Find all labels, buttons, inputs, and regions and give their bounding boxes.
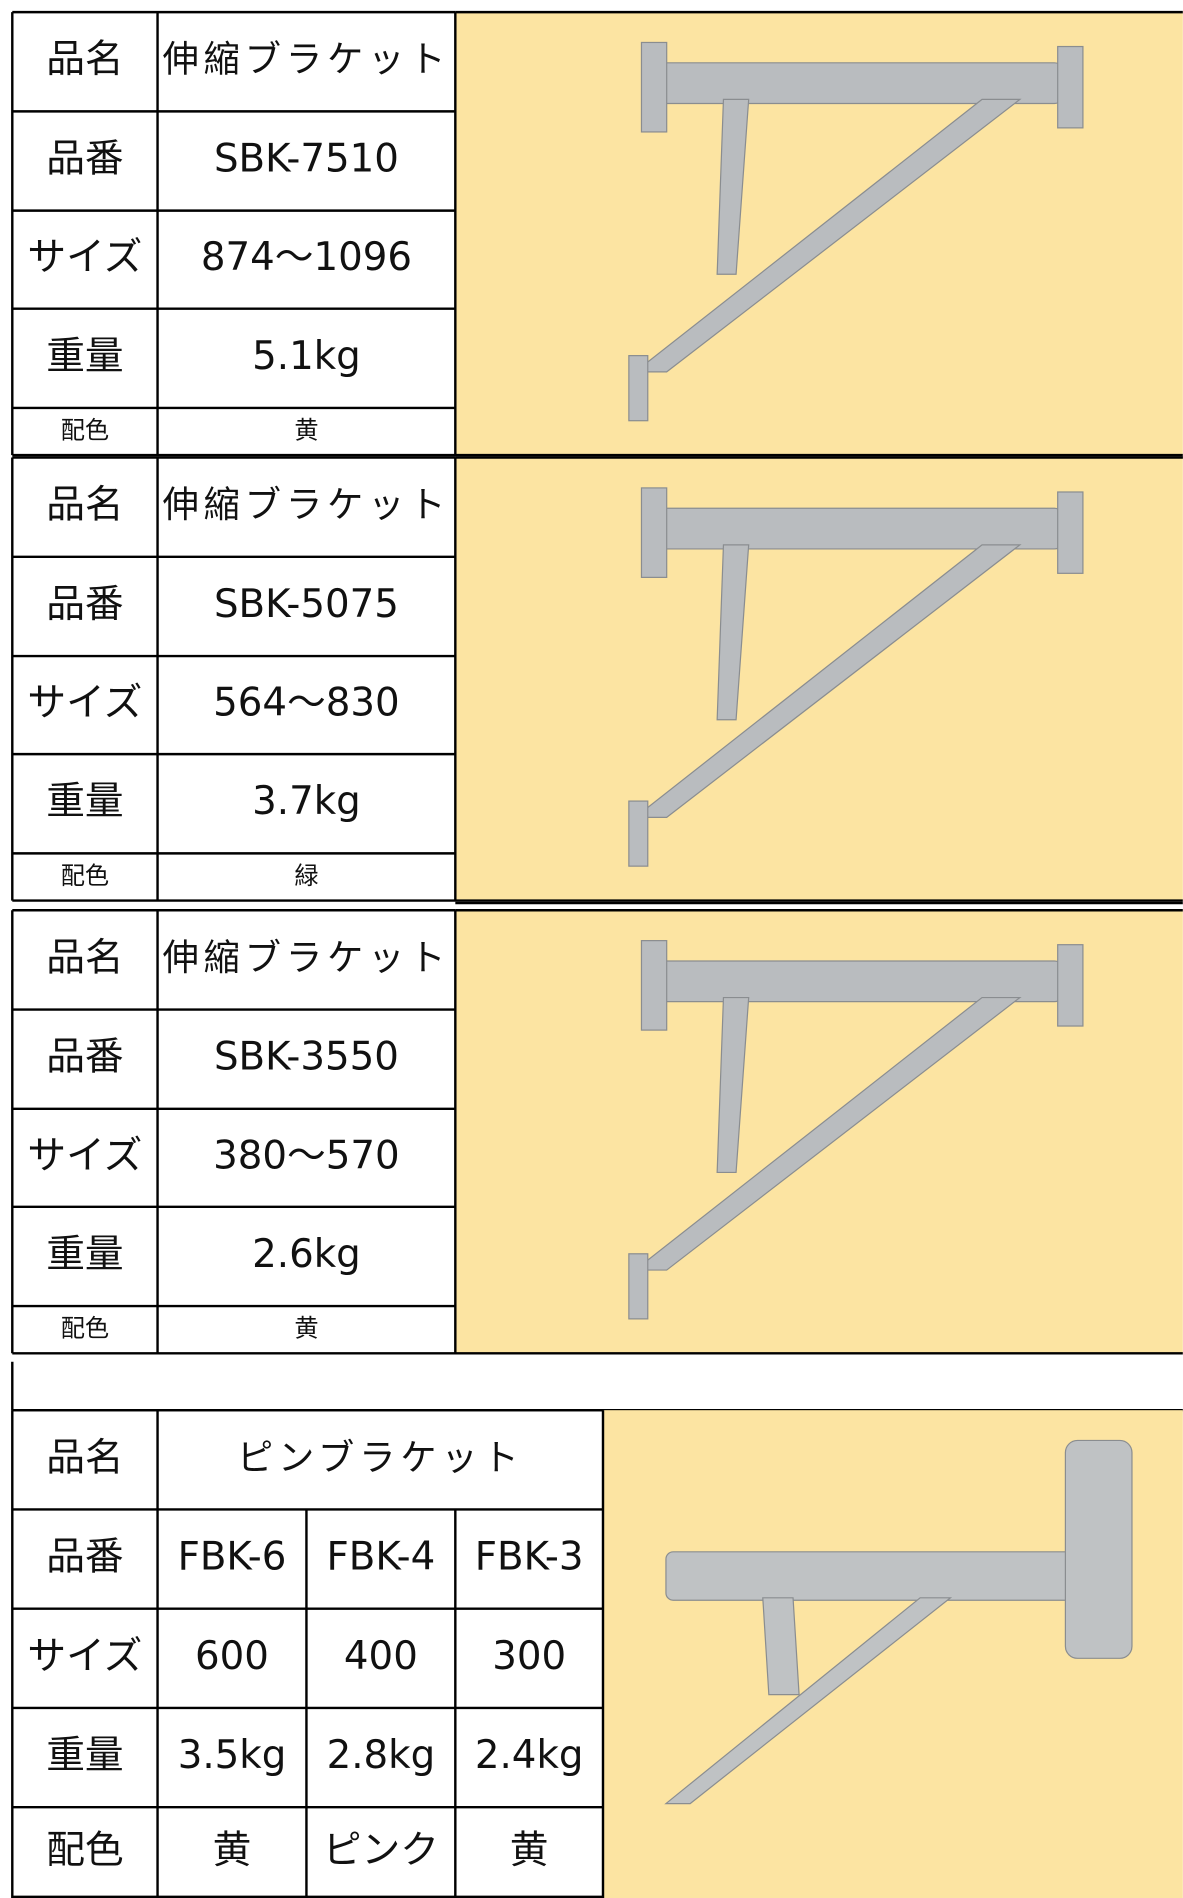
row-value: ピンク <box>323 1828 439 1873</box>
row-value: 5.1kg <box>252 334 361 379</box>
row-value: 600 <box>195 1634 269 1679</box>
bracket-foot <box>628 355 649 422</box>
bracket-end <box>640 940 668 1031</box>
row-value: 3.7kg <box>252 779 361 824</box>
row-label: 品名 <box>46 37 123 82</box>
row-label: サイズ <box>27 1634 142 1679</box>
bracket-arm <box>653 507 1065 550</box>
row-label: サイズ <box>27 1133 142 1178</box>
row-label: 品名 <box>46 483 123 528</box>
row-value: 564～830 <box>213 681 400 726</box>
row-value: FBK-4 <box>326 1535 435 1580</box>
row-label: 品番 <box>46 136 123 181</box>
row-label: 重量 <box>46 334 123 379</box>
row-label: 品名 <box>46 1435 123 1480</box>
row-value: 黄 <box>213 1828 252 1873</box>
row-value: SBK-5075 <box>214 582 399 627</box>
row-label: 配色 <box>61 862 109 890</box>
bracket-foot <box>628 1253 649 1320</box>
row-value: SBK-3550 <box>214 1035 399 1080</box>
row-label: 品番 <box>46 1535 123 1580</box>
row-value: FBK-3 <box>475 1535 584 1580</box>
row-value: ピンブラケット <box>237 1436 524 1479</box>
row-label: 配色 <box>61 1315 109 1343</box>
row-label: 重量 <box>46 1733 123 1778</box>
bracket-end <box>1057 45 1084 129</box>
row-value: SBK-7510 <box>214 136 399 181</box>
row-label: 品番 <box>46 1035 123 1080</box>
row-value: 伸縮ブラケット <box>162 936 450 979</box>
row-label: 重量 <box>46 779 123 824</box>
row-label: サイズ <box>27 235 142 280</box>
row-value: 伸縮ブラケット <box>162 483 450 526</box>
bracket-foot <box>628 800 649 867</box>
row-value: 2.6kg <box>252 1232 361 1277</box>
bracket-post <box>716 996 750 1174</box>
row-value: 黄 <box>294 417 318 445</box>
row-value: 380～570 <box>213 1133 400 1178</box>
row-label: 配色 <box>46 1828 123 1873</box>
bracket-arm <box>653 960 1065 1003</box>
bracket-arm <box>665 1551 1079 1601</box>
row-value: 300 <box>492 1634 566 1679</box>
row-value: 3.5kg <box>178 1733 287 1778</box>
row-label: 品番 <box>46 582 123 627</box>
row-value: 2.8kg <box>327 1733 436 1778</box>
row-value: 400 <box>344 1634 418 1679</box>
bracket-brace <box>633 544 1022 818</box>
bracket-brace <box>664 1597 953 1805</box>
row-label: サイズ <box>27 681 142 726</box>
bracket-end <box>1057 491 1084 574</box>
bracket-end <box>1057 944 1084 1027</box>
bracket-brace <box>633 996 1022 1271</box>
row-value: 緑 <box>294 862 318 890</box>
bracket-post <box>762 1597 800 1696</box>
row-value: 黄 <box>510 1828 549 1873</box>
bracket-end <box>640 487 668 578</box>
bracket-brace <box>633 98 1022 373</box>
bracket-post <box>716 98 750 275</box>
row-label: 配色 <box>61 417 109 445</box>
row-value: 黄 <box>294 1315 318 1343</box>
row-value: 伸縮ブラケット <box>162 38 450 81</box>
bracket-pipe <box>1064 1439 1133 1659</box>
bracket-post <box>716 544 750 721</box>
row-value: 874～1096 <box>201 235 412 280</box>
row-label: 品名 <box>46 935 123 980</box>
row-value: FBK-6 <box>178 1535 287 1580</box>
bracket-end <box>640 41 668 133</box>
row-label: 重量 <box>46 1232 123 1277</box>
bracket-arm <box>653 62 1065 105</box>
row-value: 2.4kg <box>475 1733 584 1778</box>
